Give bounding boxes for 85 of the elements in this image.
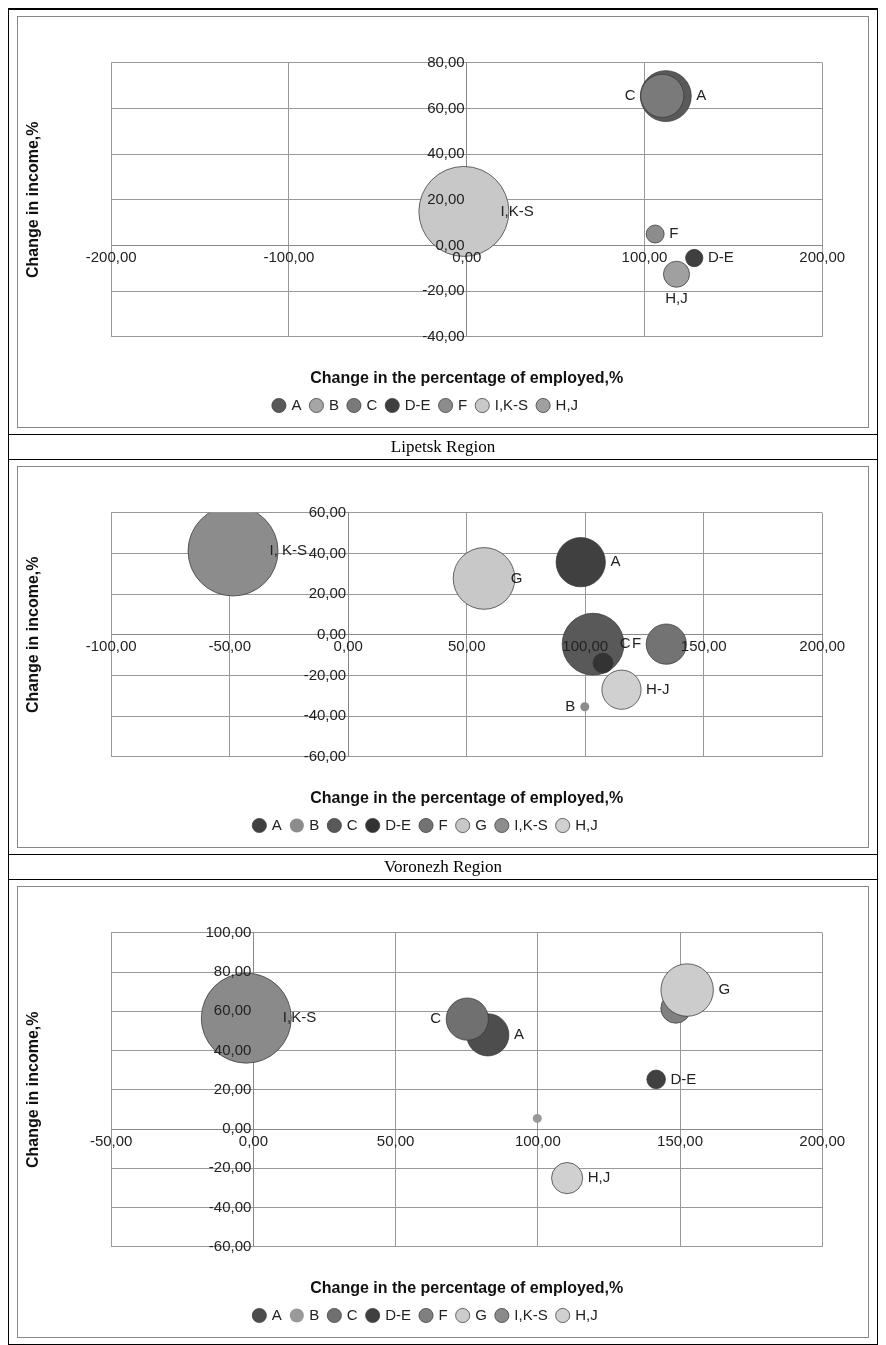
- y-tick-label: -20,00: [422, 281, 465, 299]
- annotation: A: [696, 86, 707, 104]
- x-axis-title: Change in the percentage of employed,%: [310, 368, 624, 386]
- annotation: H-J: [646, 679, 670, 697]
- annotation: G: [718, 980, 731, 998]
- y-tick-label: -40,00: [303, 706, 347, 724]
- x-tick-label: -100,00: [263, 248, 315, 266]
- legend-label: H,J: [575, 815, 598, 833]
- legend-label: A: [291, 395, 302, 413]
- y-tick-label: 60,00: [213, 1001, 252, 1019]
- y-tick-label: 80,00: [213, 962, 252, 980]
- x-tick-label: 100,00: [514, 1131, 561, 1149]
- legend-label: C: [346, 1305, 358, 1323]
- annotation: C: [624, 86, 636, 103]
- y-tick-label: 40,00: [427, 144, 465, 162]
- legend-label: C: [366, 395, 378, 413]
- legend-label: I,K-S: [494, 395, 529, 413]
- x-tick-label: -200,00: [85, 248, 137, 266]
- y-tick-label: -60,00: [303, 746, 347, 764]
- annotation: A: [610, 552, 621, 570]
- chart-title: Lipetsk Region: [9, 435, 877, 460]
- y-tick-label: 0,00: [435, 235, 465, 253]
- y-tick-label: -20,00: [208, 1158, 252, 1176]
- y-tick-label: 20,00: [427, 189, 465, 207]
- x-tick-label: 200,00: [799, 637, 846, 655]
- y-tick-label: 20,00: [308, 584, 347, 602]
- legend-label: F: [458, 395, 468, 413]
- legend-label: D-E: [385, 815, 412, 833]
- y-axis-title: Change in income,%: [24, 556, 42, 714]
- y-tick-label: 40,00: [213, 1040, 252, 1058]
- legend-label: H,J: [575, 1305, 598, 1323]
- y-tick-label: 80,00: [427, 52, 465, 70]
- y-tick-label: 40,00: [308, 543, 347, 561]
- legend-label: D-E: [385, 1305, 412, 1323]
- y-tick-label: -40,00: [422, 326, 465, 344]
- y-tick-label: -60,00: [208, 1236, 252, 1254]
- y-tick-label: 0,00: [222, 1119, 252, 1137]
- y-tick-label: 60,00: [308, 502, 347, 520]
- legend-label: B: [328, 395, 339, 413]
- x-tick-label: -50,00: [208, 637, 251, 655]
- legend-label: G: [475, 815, 487, 833]
- y-tick-label: -40,00: [208, 1197, 252, 1215]
- legend-label: I,K-S: [514, 1305, 548, 1323]
- legend-label: F: [438, 1305, 448, 1323]
- legend-label: D-E: [404, 395, 431, 413]
- legend-label: F: [438, 815, 448, 833]
- y-tick-label: 20,00: [213, 1079, 252, 1097]
- annotation: F: [669, 224, 679, 242]
- annotation: I, K-S: [269, 541, 308, 559]
- x-axis-title: Change in the percentage of employed,%: [310, 1278, 624, 1296]
- y-tick-label: 100,00: [205, 922, 252, 940]
- y-tick-label: 60,00: [427, 98, 465, 116]
- x-tick-label: 50,00: [447, 637, 486, 655]
- legend-label: H,J: [555, 395, 579, 413]
- x-tick-label: -100,00: [85, 637, 137, 655]
- chart-title: Voronezh Region: [9, 855, 877, 880]
- x-tick-label: 100,00: [562, 637, 609, 655]
- annotation: D-E: [670, 1069, 697, 1087]
- annotation: D-E: [707, 248, 734, 266]
- y-tick-label: -20,00: [303, 665, 347, 683]
- legend-label: G: [475, 1305, 487, 1323]
- x-tick-label: 200,00: [799, 248, 846, 266]
- legend-label: I,K-S: [514, 815, 548, 833]
- x-tick-label: 50,00: [376, 1131, 415, 1149]
- legend-label: A: [271, 1305, 282, 1323]
- annotation: H,J: [665, 289, 688, 307]
- annotation: H,J: [587, 1168, 611, 1186]
- annotation: I,K-S: [500, 201, 534, 219]
- x-tick-label: 200,00: [799, 1131, 846, 1149]
- y-axis-title: Change in income,%: [24, 121, 42, 279]
- y-tick-label: 0,00: [317, 624, 347, 642]
- x-tick-label: 100,00: [621, 248, 668, 266]
- annotation: C: [430, 1009, 442, 1027]
- legend-label: B: [309, 815, 320, 833]
- x-tick-label: 150,00: [657, 1131, 703, 1149]
- legend-label: B: [309, 1305, 320, 1323]
- x-tick-label: -50,00: [89, 1131, 133, 1149]
- y-axis-title: Change in income,%: [24, 1011, 42, 1169]
- legend-label: C: [346, 815, 358, 833]
- annotation: F: [632, 634, 642, 652]
- annotation: B: [565, 696, 576, 714]
- annotation: G: [510, 568, 523, 586]
- legend-label: A: [271, 815, 282, 833]
- x-axis-title: Change in the percentage of employed,%: [310, 788, 624, 806]
- annotation: A: [513, 1024, 524, 1042]
